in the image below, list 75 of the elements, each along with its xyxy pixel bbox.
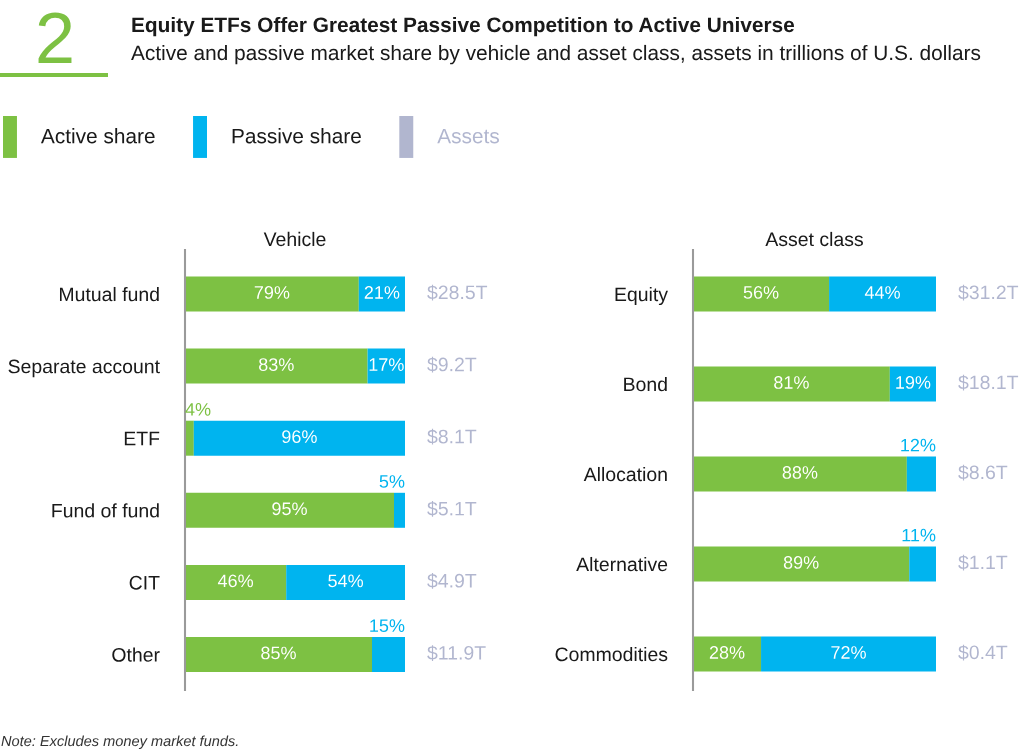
y-tick-label: Fund of fund xyxy=(52,503,159,518)
text: $5.1T xyxy=(427,500,477,517)
y-tick-label: Mutual fund xyxy=(59,286,159,302)
data-label: 81% xyxy=(774,376,809,389)
chart-title: Vehicle xyxy=(263,231,326,247)
bar xyxy=(193,420,405,456)
bar xyxy=(185,348,368,384)
y-tick-label: Commodities xyxy=(555,646,668,662)
y-tick-label: CIT xyxy=(129,575,160,590)
bar xyxy=(358,276,405,312)
bar xyxy=(909,546,936,582)
bar xyxy=(185,637,372,672)
data-label: 15% xyxy=(370,619,405,633)
y-tick-label: Bond xyxy=(624,376,667,392)
bar xyxy=(185,420,194,456)
y-tick-label: Equity xyxy=(615,286,668,306)
text: $18.1T xyxy=(958,374,1019,391)
text: Active and passive market share by vehicle and asset class, assets in trillions of U.S. dollars xyxy=(131,44,981,65)
text: 2 xyxy=(38,12,72,63)
y-tick-label: Other xyxy=(112,647,160,662)
bar xyxy=(185,564,287,600)
data-label: 79% xyxy=(254,286,290,299)
legend-label: Assets xyxy=(437,128,499,144)
text: $1.1T xyxy=(958,554,1008,571)
data-label: 21% xyxy=(364,286,400,299)
legend-label: Passive share xyxy=(232,128,361,144)
data-label: 5% xyxy=(379,475,405,488)
data-label: 11% xyxy=(902,528,936,542)
bar xyxy=(372,637,405,672)
data-label: 72% xyxy=(831,646,866,659)
text: Note: Excludes money market funds. xyxy=(1,735,238,750)
bar xyxy=(693,546,910,582)
data-label: 4% xyxy=(185,403,211,416)
data-label: 19% xyxy=(896,376,931,389)
text: $9.2T xyxy=(427,356,477,373)
bar xyxy=(367,348,405,384)
data-label: 95% xyxy=(272,502,307,516)
bar xyxy=(185,492,394,528)
text: $31.2T xyxy=(958,284,1019,301)
bar xyxy=(394,492,405,528)
text: $8.6T xyxy=(958,464,1008,481)
data-label: 83% xyxy=(259,358,294,371)
bar xyxy=(693,456,907,492)
bar xyxy=(693,366,890,402)
data-label: 85% xyxy=(261,646,296,660)
data-label: 44% xyxy=(864,286,900,299)
data-label: 17% xyxy=(369,358,404,371)
y-tick-label: ETF xyxy=(124,431,160,446)
bar xyxy=(693,636,762,672)
chart-title: Asset class xyxy=(765,231,863,247)
bar xyxy=(761,636,936,672)
data-label: 54% xyxy=(328,574,364,588)
text: Equity ETFs Offer Greatest Passive Competition to Active Universe xyxy=(132,16,795,37)
text: $8.1T xyxy=(427,428,477,445)
data-label: 28% xyxy=(709,646,745,659)
data-label: 56% xyxy=(743,286,779,299)
y-tick-label: Alternative xyxy=(576,556,668,572)
text: $0.4T xyxy=(958,644,1008,661)
text: $4.9T xyxy=(427,573,477,589)
bar xyxy=(185,276,359,312)
y-tick-label: Allocation xyxy=(583,466,667,482)
text: $11.9T xyxy=(427,645,486,661)
data-label: 96% xyxy=(282,430,317,444)
legend-label: Active share xyxy=(40,128,155,144)
bar xyxy=(829,276,936,312)
data-label: 12% xyxy=(901,438,936,452)
data-label: 89% xyxy=(783,556,819,569)
bar xyxy=(693,276,830,312)
bar xyxy=(286,564,405,600)
data-label: 46% xyxy=(217,574,254,588)
text: $28.5T xyxy=(427,284,488,301)
y-tick-label: Separate account xyxy=(8,359,160,378)
bar xyxy=(889,366,936,402)
bar xyxy=(906,456,936,492)
data-label: 88% xyxy=(782,466,818,479)
